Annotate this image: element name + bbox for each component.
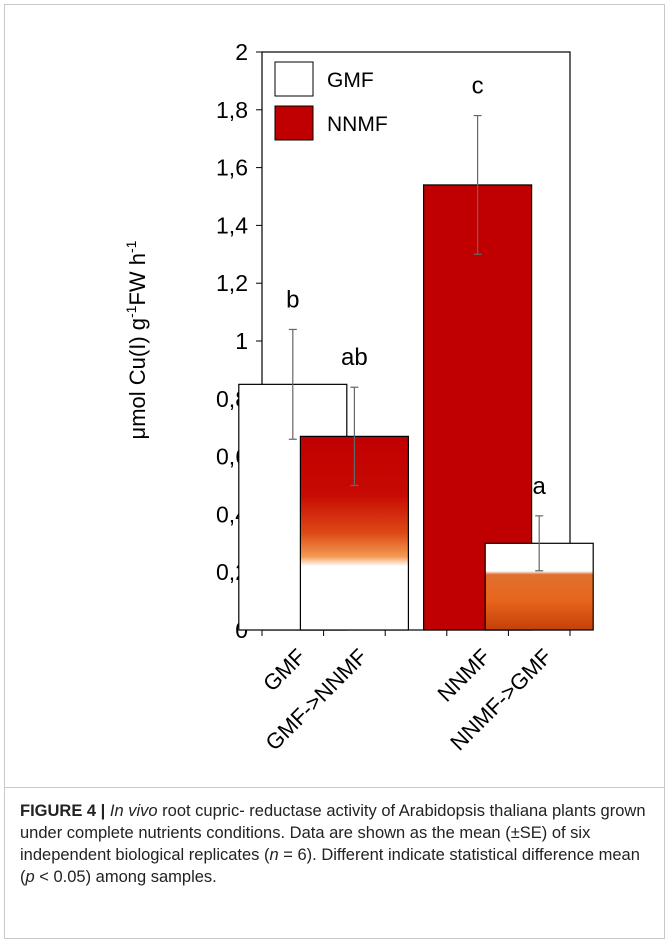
y-tick-label: 1 [235,328,248,354]
legend-swatch [275,106,313,140]
significance-letter: c [472,73,484,100]
bar-chart: 00,20,40,60,811,21,41,61,82bGMFabGMF->NN… [0,0,671,790]
y-tick-label: 2 [235,39,248,65]
x-category-label: GMF [258,644,310,696]
caption-label: FIGURE 4 | [20,802,105,820]
y-tick-label: 1,4 [216,212,248,238]
y-tick-label: 1,8 [216,97,248,123]
significance-letter: a [533,473,547,500]
legend-label: NNMF [327,113,388,136]
significance-letter: ab [341,344,368,371]
significance-letter: b [286,286,299,313]
caption-in-vivo: In vivo [110,802,158,820]
caption-n: n [270,846,279,864]
figure-caption: FIGURE 4 | In vivo root cupric- reductas… [20,800,656,888]
caption-text-3: < 0.05) among samples. [35,868,217,886]
y-axis-label: μmol Cu(I) g-1FW h-1 [123,240,150,439]
legend-swatch [275,62,313,96]
y-tick-label: 1,6 [216,155,248,181]
legend-label: GMF [327,69,374,92]
y-tick-label: 1,2 [216,270,248,296]
caption-p: p [26,868,35,886]
